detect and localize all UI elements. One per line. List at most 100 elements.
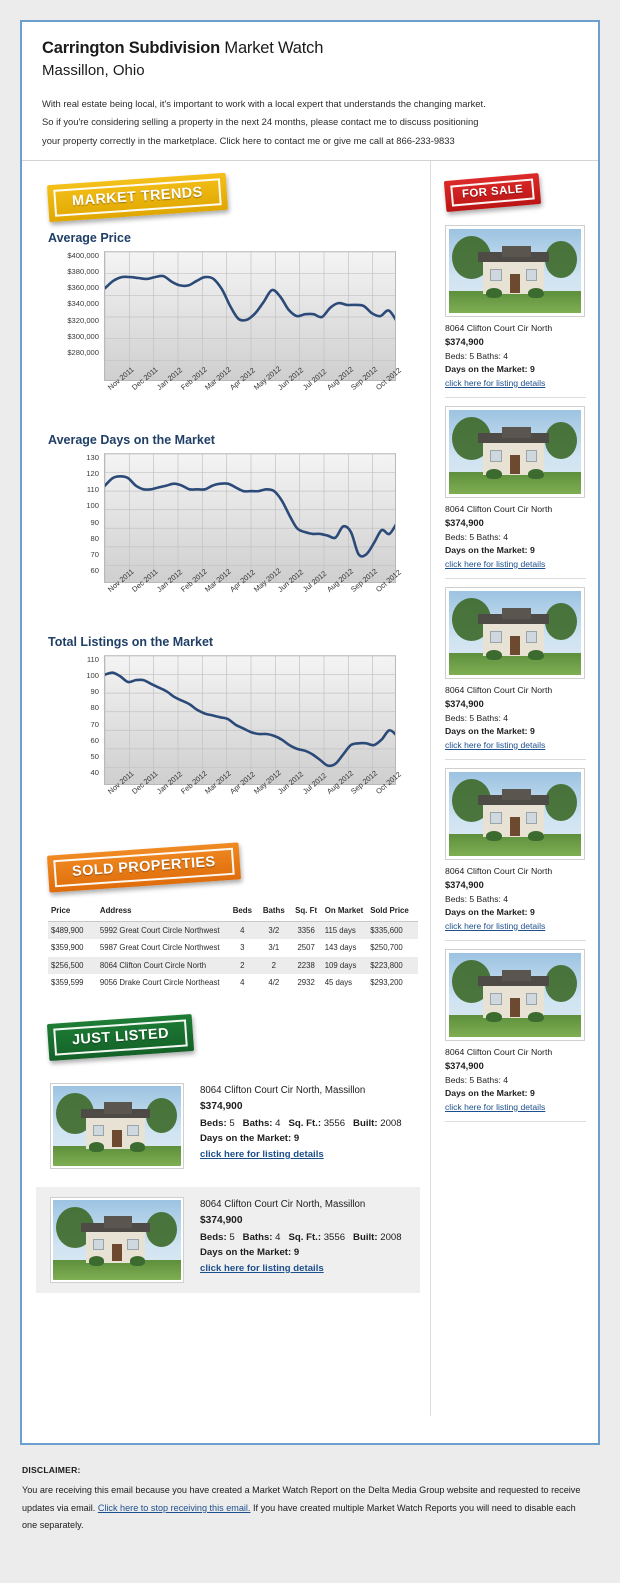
disclaimer-footer: DISCLAIMER: You are receiving this email… <box>22 1465 592 1535</box>
cell-sold-price: $335,600 <box>367 921 418 940</box>
listing-details-link[interactable]: click here for listing details <box>445 1101 546 1112</box>
listing-price: $374,900 <box>445 337 484 348</box>
y-tick: 90 <box>90 517 99 527</box>
listing-specs: Beds: 5 Baths: 4 Sq. Ft.: 3556 Built: 20… <box>200 1231 402 1243</box>
just-listed-item[interactable]: 8064 Clifton Court Cir North, Massillon $… <box>36 1187 420 1294</box>
page-subtitle: Massillon, Ohio <box>42 61 145 79</box>
listing-thumbnail[interactable] <box>50 1197 184 1284</box>
disclaimer-text-2: If you have created multiple Market Watc… <box>22 1502 576 1531</box>
sold-properties-table: Price Address Beds Baths Sq. Ft On Marke… <box>48 900 418 992</box>
table-row: $359,900 5987 Great Court Circle Northwes… <box>48 939 418 956</box>
listing-price: $374,900 <box>445 1061 484 1072</box>
listing-address: 8064 Clifton Court Cir North, Massillon <box>200 1085 366 1097</box>
y-tick: 40 <box>90 768 99 778</box>
table-row: $256,500 8064 Clifton Court Circle North 2… <box>48 956 418 974</box>
listing-address: 8064 Clifton Court Cir North, Massillon <box>200 1199 366 1211</box>
column-divider <box>430 160 431 1416</box>
chart-title: Average Days on the Market <box>48 432 215 447</box>
listing-thumbnail[interactable] <box>445 405 585 498</box>
chart-title: Total Listings on the Market <box>48 634 214 649</box>
cell-beds: 3 <box>240 943 245 953</box>
for-sale-badge-wrap: FOR SALE <box>443 172 598 217</box>
for-sale-card[interactable]: 8064 Clifton Court Cir North $374,900 Beds… <box>445 586 586 760</box>
cell-sqft: 2932 <box>297 978 315 988</box>
listing-price: $374,900 <box>445 518 484 529</box>
column-header-sold-price: Sold Price <box>367 900 418 922</box>
cell-beds: 4 <box>240 978 245 988</box>
listing-thumbnail[interactable] <box>50 1083 184 1170</box>
listing-details-link[interactable]: click here for listing details <box>200 1148 324 1160</box>
listing-price: $374,900 <box>200 1101 243 1113</box>
report-body: MARKET TRENDS Average Price $400,000 $38… <box>22 160 598 1416</box>
for-sale-sidebar: FOR SALE 8064 Clifton Court Cir North $37… <box>431 161 598 1122</box>
listing-details-link[interactable]: click here for listing details <box>445 739 546 750</box>
listing-thumbnail[interactable] <box>445 224 585 317</box>
y-tick: $340,000 <box>67 299 99 309</box>
listing-thumbnail[interactable] <box>445 767 585 860</box>
listing-days-on-market: Days on the Market: 9 <box>200 1133 300 1145</box>
listing-thumbnail[interactable] <box>445 586 585 679</box>
listing-days-on-market: Days on the Market: 9 <box>200 1247 300 1259</box>
cell-beds: 4 <box>227 921 258 940</box>
listing-days-on-market: Days on the Market: 9 <box>445 907 535 918</box>
y-tick: 130 <box>86 452 99 462</box>
listing-address: 8064 Clifton Court Cir North <box>445 1046 553 1057</box>
just-listed-item[interactable]: 8064 Clifton Court Cir North, Massillon $… <box>36 1073 420 1179</box>
listing-info: 8064 Clifton Court Cir North, Massillon $… <box>184 1083 402 1169</box>
y-tick: 120 <box>86 469 99 479</box>
y-tick: 60 <box>90 735 99 745</box>
cell-price: $359,900 <box>51 943 84 953</box>
cell-on-market: 45 days <box>324 978 353 988</box>
listing-address: 8064 Clifton Court Cir North <box>445 865 553 876</box>
chart-title: Average Price <box>48 230 131 245</box>
listing-thumbnail[interactable] <box>445 948 585 1041</box>
for-sale-badge: FOR SALE <box>443 172 542 212</box>
y-tick: 100 <box>86 501 99 511</box>
y-tick: 70 <box>90 549 99 559</box>
line-series-svg <box>105 251 395 380</box>
listing-details-link[interactable]: click here for listing details <box>445 558 546 569</box>
y-tick: 110 <box>86 485 99 495</box>
for-sale-card[interactable]: 8064 Clifton Court Cir North $374,900 Beds… <box>445 405 586 579</box>
chart-average-price: Average Price $400,000 $380,000 $360,000… <box>48 231 408 427</box>
sold-properties-badge-label: SOLD PROPERTIES <box>53 847 235 888</box>
market-trends-badge: MARKET TRENDS <box>46 172 228 223</box>
cell-address: 5987 Great Court Circle Northwest <box>99 943 220 953</box>
listing-details-link[interactable]: click here for listing details <box>200 1262 324 1274</box>
listing-days-on-market: Days on the Market: 9 <box>445 364 535 375</box>
column-header-price: Price <box>48 900 97 922</box>
cell-on-market: 109 days <box>321 956 368 974</box>
listing-details-link[interactable]: click here for listing details <box>445 377 546 388</box>
unsubscribe-link[interactable]: Click here to stop receiving this email. <box>97 1502 251 1513</box>
cell-sold-price: $250,700 <box>370 943 403 953</box>
cell-on-market: 115 days <box>321 921 368 940</box>
listing-details-link[interactable]: click here for listing details <box>445 920 546 931</box>
card-info: 8064 Clifton Court Cir North $374,900 Beds… <box>445 503 586 571</box>
intro-line-1: With real estate being local, it's impor… <box>42 97 486 109</box>
listing-days-on-market: Days on the Market: 9 <box>445 726 535 737</box>
y-tick: $300,000 <box>67 331 99 341</box>
property-photo <box>449 409 581 494</box>
y-tick: 80 <box>90 533 99 543</box>
listing-beds-baths: Beds: 5 Baths: 4 <box>445 531 509 542</box>
cell-sold-price: $293,200 <box>370 978 403 988</box>
y-tick: $360,000 <box>67 283 99 293</box>
header-divider <box>22 159 598 161</box>
for-sale-card[interactable]: 8064 Clifton Court Cir North $374,900 Beds… <box>445 224 586 398</box>
y-tick: 90 <box>90 687 99 697</box>
listing-price: $374,900 <box>445 880 484 891</box>
market-trends-badge-label: MARKET TRENDS <box>53 178 222 217</box>
cell-price: $359,599 <box>51 978 84 988</box>
x-axis-labels: Nov 2011 Dec 2011 Jan 2012 Feb 2012 Mar 2012… <box>104 566 402 629</box>
disclaimer-text-1: You are receiving this email because you… <box>22 1485 581 1513</box>
for-sale-card[interactable]: 8064 Clifton Court Cir North $374,900 Beds… <box>445 767 586 941</box>
just-listed-badge: JUST LISTED <box>46 1014 195 1062</box>
y-tick: $380,000 <box>67 267 99 277</box>
page-title: Carrington Subdivision Market Watch <box>42 38 578 60</box>
for-sale-card[interactable]: 8064 Clifton Court Cir North $374,900 Beds… <box>445 948 586 1122</box>
y-tick: 110 <box>86 654 99 664</box>
property-photo <box>53 1200 181 1281</box>
cell-price: $489,900 <box>48 921 97 940</box>
table-row: $359,599 9056 Drake Court Circle Northeas… <box>48 974 418 991</box>
for-sale-list: 8064 Clifton Court Cir North $374,900 Beds… <box>431 224 598 1122</box>
